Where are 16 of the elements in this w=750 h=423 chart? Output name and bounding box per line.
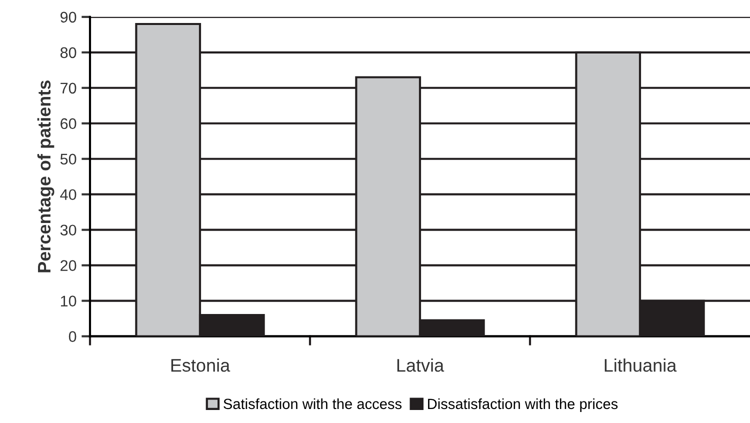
y-tick-label: 80	[60, 47, 76, 58]
x-tick-label: Lithuania	[604, 358, 677, 372]
y-tick-label: 30	[60, 224, 76, 236]
y-tick-label: 60	[60, 118, 76, 130]
x-tick-label: Estonia	[171, 358, 230, 372]
legend-label: Dissatisfaction with the prices	[428, 398, 618, 412]
y-tick-label: 20	[60, 260, 76, 271]
y-tick-label: 50	[60, 154, 76, 165]
y-tick-label: 0	[68, 331, 76, 342]
y-tick-label: 70	[60, 82, 76, 94]
legend-label: Satisfaction with the access	[224, 398, 402, 410]
y-tick-label: 40	[60, 189, 76, 200]
x-tick-label: Latvia	[397, 358, 444, 372]
y-tick-label: 90	[60, 12, 76, 23]
y-axis-title: Percentage of patients	[37, 80, 54, 272]
y-tick-label: 10	[60, 296, 76, 306]
